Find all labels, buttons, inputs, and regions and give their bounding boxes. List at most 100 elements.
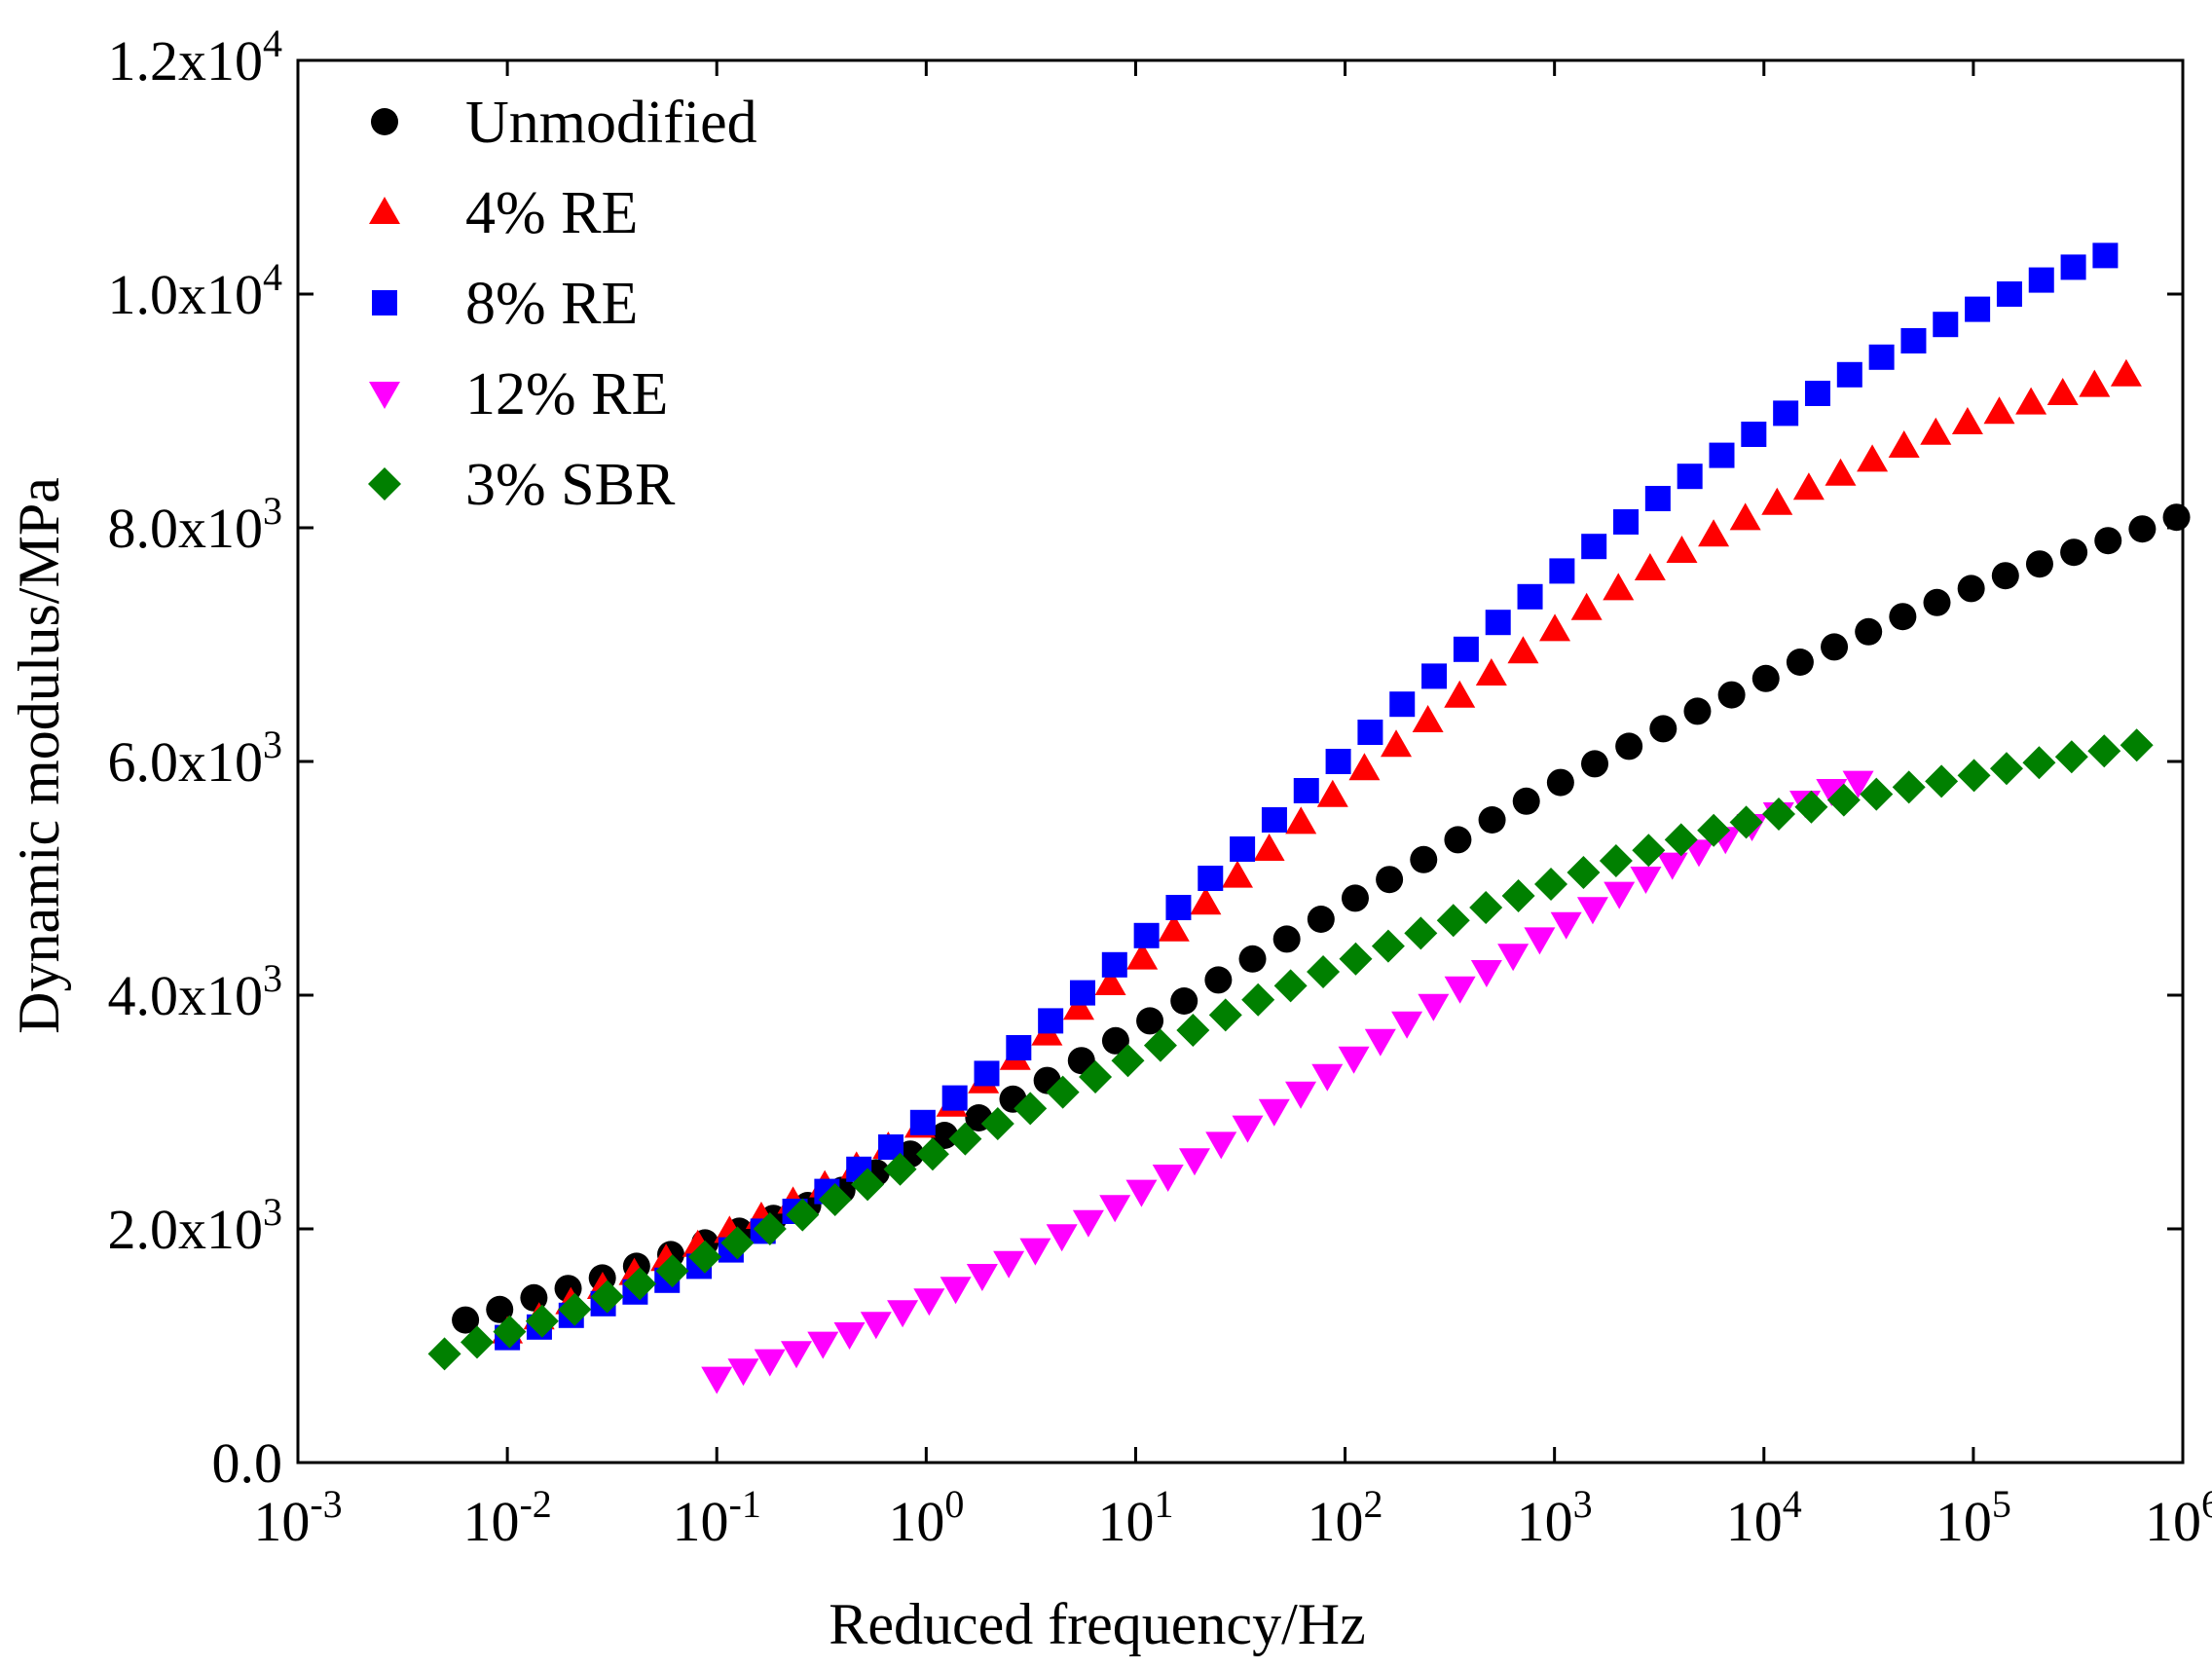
data-point [1951,407,1983,434]
data-point [1762,797,1796,831]
data-point [1307,955,1341,988]
data-point [1069,980,1095,1006]
data-point [2094,527,2122,555]
data-point [1470,960,1502,987]
legend-item: Unmodified [371,90,757,156]
x-tick-label: 106 [2145,1482,2212,1553]
data-point [1920,417,1952,445]
x-tick-label: 102 [1308,1482,1383,1553]
data-point [1381,729,1413,758]
data-point [1933,312,1959,338]
data-point [1339,942,1373,976]
legend-item: 3% SBR [368,452,676,518]
data-point [1418,993,1450,1021]
data-point [1444,680,1476,708]
data-point [1821,633,1849,661]
data-point [1444,976,1476,1004]
data-point [1983,396,2015,425]
data-point [1773,400,1799,427]
data-point [980,1107,1014,1140]
data-point [1404,916,1438,950]
data-point [1376,866,1404,894]
data-point [1285,806,1317,834]
data-point [427,1337,461,1371]
data-point [687,1240,721,1274]
data-point [1644,486,1671,511]
data-point [1634,553,1666,580]
data-point [1666,536,1698,563]
data-point [590,1280,624,1314]
data-point [1364,1028,1396,1057]
x-tick-label: 10-2 [462,1482,551,1553]
data-point [558,1292,592,1326]
data-point [1709,442,1735,468]
data-point [1079,1060,1113,1094]
data-point [851,1168,885,1202]
legend-label: 4% RE [465,180,638,246]
data-point [1751,664,1780,692]
data-point [1325,749,1351,774]
data-point [1285,1081,1317,1109]
data-point [909,1109,936,1135]
data-point [2022,746,2056,780]
data-point [1101,1026,1129,1055]
data-point [1664,823,1698,857]
data-point [1613,509,1640,535]
data-point [1741,422,1767,447]
data-point [1272,925,1301,953]
data-point [1524,927,1556,955]
data-point [1683,697,1712,725]
legend-item: 8% RE [372,271,638,337]
y-tick-label: 2.0x103 [108,1190,283,1261]
data-point [2087,734,2121,768]
data-point [1389,691,1416,718]
data-point [1860,777,1894,811]
data-point [1792,472,1825,501]
data-point [1604,881,1636,909]
data-point [1126,942,1159,970]
data-point [2054,740,2088,774]
data-point [1599,844,1633,877]
data-point [1900,328,1927,353]
data-point [1501,879,1535,912]
data-point [2110,358,2142,387]
data-point [520,1283,548,1312]
legend-item: 4% RE [369,180,638,246]
data-point [2162,503,2191,532]
data-point [1094,968,1126,995]
data-point [1570,592,1603,620]
data-point [1892,770,1926,804]
data-point [1889,603,1917,631]
series-unmodified [452,503,2191,1334]
y-tick-label: 1.0x104 [108,255,283,326]
x-tick-label: 103 [1517,1482,1593,1553]
data-point [1836,361,1862,388]
data-point [1205,1131,1237,1160]
y-tick-label: 4.0x103 [108,956,283,1027]
data-point [1444,826,1472,854]
data-point [2079,369,2111,397]
data-point [2120,728,2154,762]
data-point [1190,887,1222,915]
data-point [1632,834,1666,868]
data-point [1991,562,2019,590]
data-point [720,1226,755,1260]
data-point [655,1254,689,1288]
data-point [1581,750,1609,778]
data-point [1293,778,1319,803]
data-point [786,1198,820,1232]
data-point [1062,992,1094,1020]
data-point [623,1267,657,1301]
data-point [1072,1209,1104,1238]
data-point [461,1325,495,1359]
data-point [993,1250,1025,1279]
data-point [1697,813,1731,847]
data-point [1517,583,1543,610]
data-point [1046,1075,1080,1109]
data-point [1539,613,1571,642]
data-point [1238,945,1267,973]
data-point [1603,573,1635,601]
data-point [1136,1007,1164,1035]
legend-marker [371,108,398,135]
data-point [1630,867,1662,894]
